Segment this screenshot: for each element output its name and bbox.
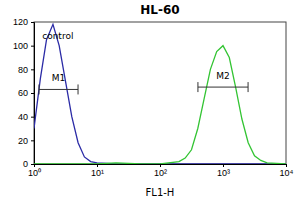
title: HL-60 [140,3,179,17]
y-axis: 0 20 40 60 80 100 120 [13,17,35,169]
y-tick-mark [31,69,34,70]
y-tick-label: 120 [13,17,28,27]
gate-end [197,82,198,92]
y-tick: 100 [13,41,34,51]
y-tick: 0 [23,159,34,169]
plot: 10⁰ 10¹ 10² 10³ 10⁴ 0 20 40 60 80 100 120 M1 M2 contro… [13,17,294,178]
y-tick-label: 40 [18,112,28,122]
x-tick: 10⁴ [280,164,294,178]
y-tick: 80 [18,65,34,75]
x-tick: 10² [154,164,167,178]
gate-label: M1 [52,73,66,83]
gate-line [39,89,78,90]
y-tick-mark [31,93,34,94]
x-tick-label: 10³ [217,168,230,178]
plot-frame [34,22,286,164]
gate-label: M2 [216,71,230,81]
y-tick-label: 0 [23,159,28,169]
y-tick-mark [31,46,34,47]
x-tick-label: 10¹ [91,168,104,178]
x-tick: 10⁰ [28,164,41,178]
x-axis: 10⁰ 10¹ 10² 10³ 10⁴ [28,164,294,178]
x-tick-label: 10⁰ [28,168,41,178]
y-axis-line [31,23,35,165]
x-tick: 10¹ [91,164,104,178]
x-tick-mark [160,164,161,167]
y-tick-label: 100 [13,41,28,51]
y-tick: 120 [13,17,34,27]
gate-end [248,82,249,92]
x-axis-title: FL1-H [146,187,175,198]
y-tick: 20 [18,136,34,146]
y-tick-label: 20 [18,136,28,146]
x-tick: 10³ [217,164,230,178]
y-tick-mark [31,164,34,165]
x-axis-line [35,165,287,168]
x-tick-mark [223,164,224,167]
histogram-line [34,46,286,164]
y-tick: 40 [18,112,34,122]
gate-end [38,84,39,94]
x-tick-mark [286,164,287,167]
annotation: control [42,31,73,41]
gate-end [78,84,79,94]
y-tick-label: 60 [18,88,28,98]
y-tick-mark [31,117,34,118]
x-tick-mark [97,164,98,167]
x-tick-label: 10² [154,168,167,178]
histogram-line [34,24,286,164]
chart: 10⁰ 10¹ 10² 10³ 10⁴ 0 20 40 60 80 100 120 M1 M2 contro… [0,0,300,200]
x-tick-label: 10⁴ [280,168,294,178]
y-tick-label: 80 [18,65,28,75]
y-tick: 60 [18,88,34,98]
y-tick-mark [31,22,34,23]
gate-line [198,87,248,88]
y-tick-mark [31,140,34,141]
data-layer [34,24,286,164]
